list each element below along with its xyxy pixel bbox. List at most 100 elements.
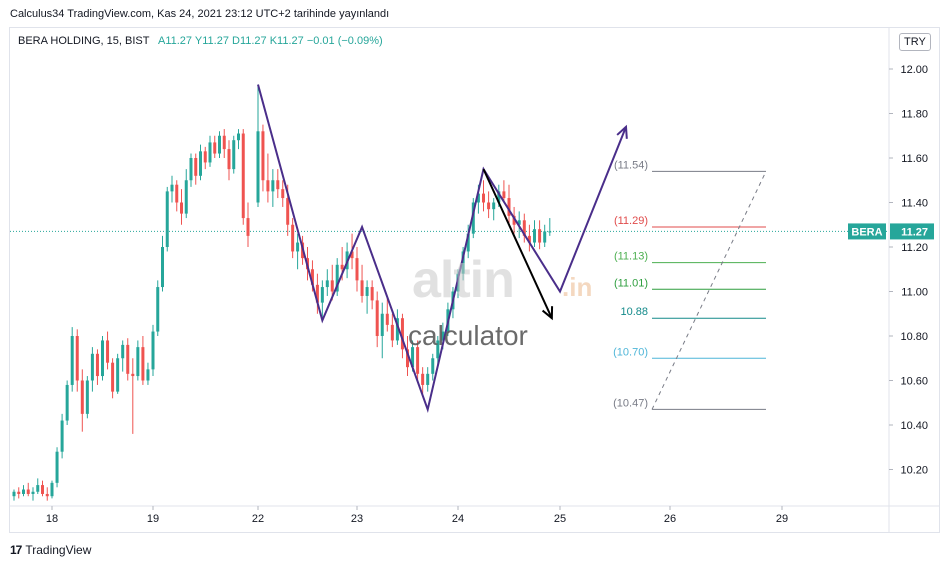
candle-body bbox=[232, 140, 236, 170]
candle-body bbox=[95, 353, 99, 377]
candle-body bbox=[310, 269, 314, 285]
candle-body bbox=[436, 340, 440, 359]
watermark-sub: calculator bbox=[408, 320, 528, 351]
price-tag-value-bg bbox=[890, 223, 934, 240]
candle-body bbox=[507, 198, 511, 216]
y-tick-label: 10.20 bbox=[900, 465, 928, 477]
y-tick-label: 11.00 bbox=[901, 287, 928, 299]
candle-body bbox=[350, 251, 354, 259]
fib-level-label: (10.47) bbox=[613, 397, 648, 409]
candle-body bbox=[471, 202, 475, 234]
candle-body bbox=[208, 142, 212, 163]
candle-body bbox=[406, 349, 409, 368]
candle-body bbox=[538, 229, 542, 243]
candle-body bbox=[189, 158, 193, 181]
candle-body bbox=[203, 151, 207, 163]
candle-body bbox=[85, 380, 89, 414]
candle-body bbox=[466, 233, 470, 252]
candle-body bbox=[487, 202, 491, 210]
fib-level-label: (11.01) bbox=[614, 277, 648, 289]
y-tick-label: 11.40 bbox=[901, 198, 928, 210]
candle-body bbox=[170, 184, 174, 192]
candle-body bbox=[421, 373, 425, 385]
candle-body bbox=[75, 336, 79, 381]
candle-body bbox=[41, 485, 44, 494]
candle-body bbox=[184, 180, 188, 214]
candle-body bbox=[380, 313, 384, 336]
candle-body bbox=[213, 142, 217, 154]
candle-body bbox=[335, 264, 339, 292]
ohlc-values: A11.27 Y11.27 D11.27 K11.27 −0.01 (−0.09… bbox=[158, 35, 383, 47]
forecast-arrow-line bbox=[482, 168, 553, 319]
fib-level-label: 10.88 bbox=[620, 306, 648, 318]
candle-body bbox=[543, 231, 547, 243]
candle-body bbox=[60, 420, 64, 452]
candle-body bbox=[165, 191, 169, 247]
candle-body bbox=[261, 131, 265, 181]
candle-body bbox=[237, 133, 240, 141]
candle-body bbox=[296, 242, 300, 252]
fib-level-label: (11.54) bbox=[614, 159, 648, 171]
candle-body bbox=[527, 235, 531, 243]
x-tick-label: 22 bbox=[252, 513, 264, 525]
candle-body bbox=[222, 135, 226, 150]
candle-body bbox=[151, 331, 155, 370]
candle-body bbox=[281, 189, 285, 199]
pattern-arrowhead bbox=[616, 124, 628, 139]
candle-body bbox=[320, 287, 324, 303]
fib-level-label: (11.13) bbox=[614, 251, 648, 263]
candle-body bbox=[502, 191, 506, 199]
publish-caption: Calculus34 TradingView.com, Kas 24, 2021… bbox=[10, 8, 390, 20]
currency-button[interactable]: TRY bbox=[899, 33, 931, 51]
candle-body bbox=[497, 191, 501, 203]
y-tick-label: 10.80 bbox=[900, 331, 928, 343]
candle-body bbox=[111, 362, 115, 392]
pattern-drawings bbox=[257, 84, 628, 413]
price-tag-symbol: BERA bbox=[851, 226, 882, 238]
candle-body bbox=[365, 287, 369, 296]
candle-body bbox=[340, 264, 344, 270]
candle-body bbox=[411, 347, 415, 368]
candle-body bbox=[101, 340, 104, 377]
candle-body bbox=[180, 202, 183, 214]
candle-body bbox=[241, 133, 245, 219]
price-tag: BERA 11.27 bbox=[848, 223, 934, 240]
price-tag-value: 11.27 bbox=[901, 226, 928, 238]
axes: 12.00 11.80 11.60 11.40 11.20 11.00 10.80 10.60… bbox=[9, 27, 940, 533]
candle-body bbox=[375, 300, 379, 336]
candle-body bbox=[390, 324, 394, 341]
chart-frame bbox=[9, 27, 940, 533]
candle-body bbox=[431, 358, 435, 374]
candle-body bbox=[141, 347, 145, 381]
candles bbox=[12, 84, 552, 501]
footer: 17 TradingView bbox=[10, 543, 91, 557]
candle-body bbox=[461, 251, 465, 274]
candle-body bbox=[194, 158, 198, 176]
candle-body bbox=[218, 135, 221, 154]
candle-body bbox=[65, 384, 69, 421]
watermark-suffix: .in bbox=[562, 272, 593, 302]
watermark-brand: altin bbox=[412, 251, 515, 309]
candle-body bbox=[517, 220, 521, 225]
pattern-line bbox=[257, 84, 627, 413]
candle-body bbox=[175, 184, 179, 203]
candle-body bbox=[315, 284, 319, 303]
candle-body bbox=[266, 180, 270, 192]
candle-body bbox=[416, 347, 420, 374]
fib-level-label: (11.29) bbox=[614, 215, 648, 227]
candle-body bbox=[385, 313, 389, 325]
candle-body bbox=[355, 258, 359, 281]
candle-body bbox=[22, 489, 25, 494]
candle-body bbox=[291, 224, 295, 252]
candle-body bbox=[146, 369, 150, 381]
candle-body bbox=[80, 380, 84, 414]
candle-body bbox=[156, 287, 160, 332]
footer-brand: TradingView bbox=[25, 543, 92, 557]
symbol-name: BERA HOLDING, 15, BIST bbox=[18, 35, 150, 47]
candle-body bbox=[512, 215, 516, 225]
tradingview-logo-icon: 17 bbox=[10, 543, 22, 557]
candle-body bbox=[286, 198, 290, 225]
candle-body bbox=[26, 489, 30, 494]
candle-body bbox=[476, 193, 480, 203]
